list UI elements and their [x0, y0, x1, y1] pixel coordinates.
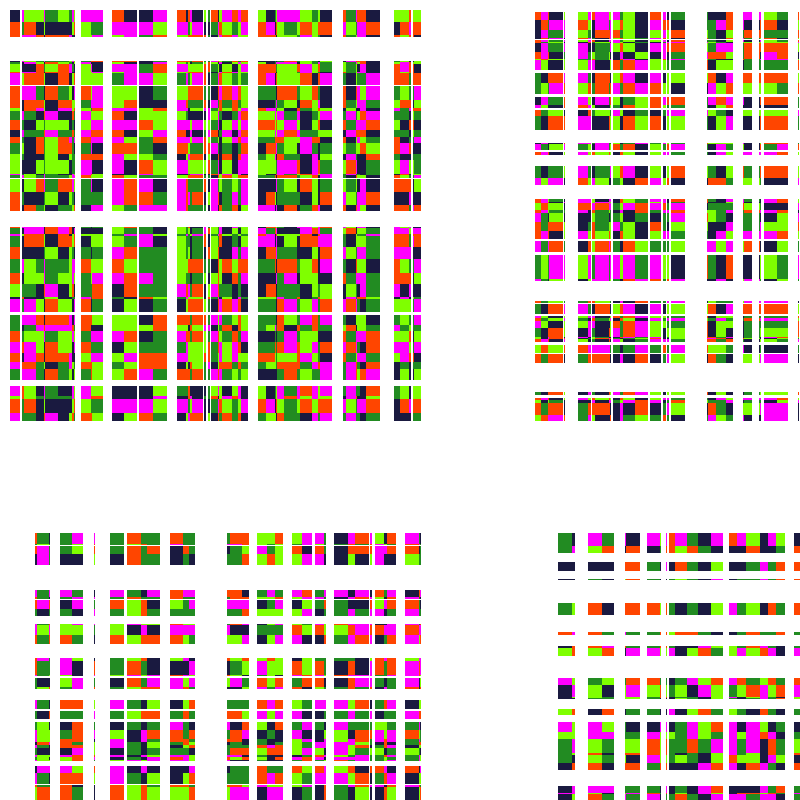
pattern-panel-bottom-right: [535, 533, 800, 800]
pattern-panel-top-right: [535, 10, 800, 421]
pattern-panel-bottom-left: [10, 533, 421, 800]
pattern-canvas-top-left: [10, 10, 421, 421]
pattern-canvas-top-right: [535, 10, 800, 421]
pattern-panel-top-left: [10, 10, 421, 421]
pattern-canvas-bottom-right: [535, 533, 800, 800]
pattern-canvas-bottom-left: [10, 533, 421, 800]
